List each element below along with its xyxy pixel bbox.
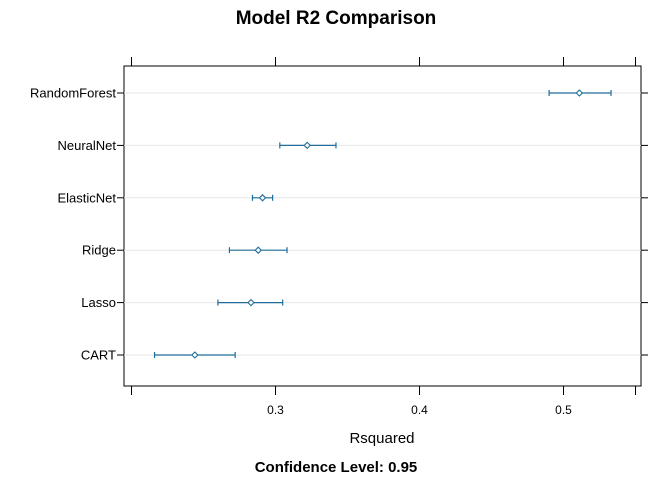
category-label: NeuralNet <box>57 138 116 153</box>
interval-marks <box>153 89 612 359</box>
category-label: ElasticNet <box>57 190 116 205</box>
estimate-point <box>258 194 267 202</box>
x-tick-label: 0.4 <box>411 403 428 417</box>
x-axis-title: Rsquared <box>349 430 414 447</box>
x-tick-label: 0.5 <box>555 403 572 417</box>
estimate-point <box>254 246 262 254</box>
x-tick-label: 0.3 <box>267 403 284 417</box>
category-label: CART <box>81 348 116 363</box>
category-label: Lasso <box>81 295 116 310</box>
category-label: Ridge <box>82 243 116 258</box>
grid-lines <box>124 92 641 356</box>
estimate-point <box>247 298 255 307</box>
chart-title: Model R2 Comparison <box>236 8 437 29</box>
estimate-point <box>191 351 199 359</box>
plot-frame <box>123 65 642 387</box>
category-label: RandomForest <box>30 86 116 101</box>
estimate-point <box>303 141 311 150</box>
y-axis-categories: RandomForest NeuralNet ElasticNet Ridge Lass… <box>30 86 116 363</box>
x-axis-ticks: 0.3 0.4 0.5 <box>117 57 648 417</box>
estimate-point <box>575 89 584 97</box>
confidence-level-label: Confidence Level: 0.95 <box>255 459 418 476</box>
